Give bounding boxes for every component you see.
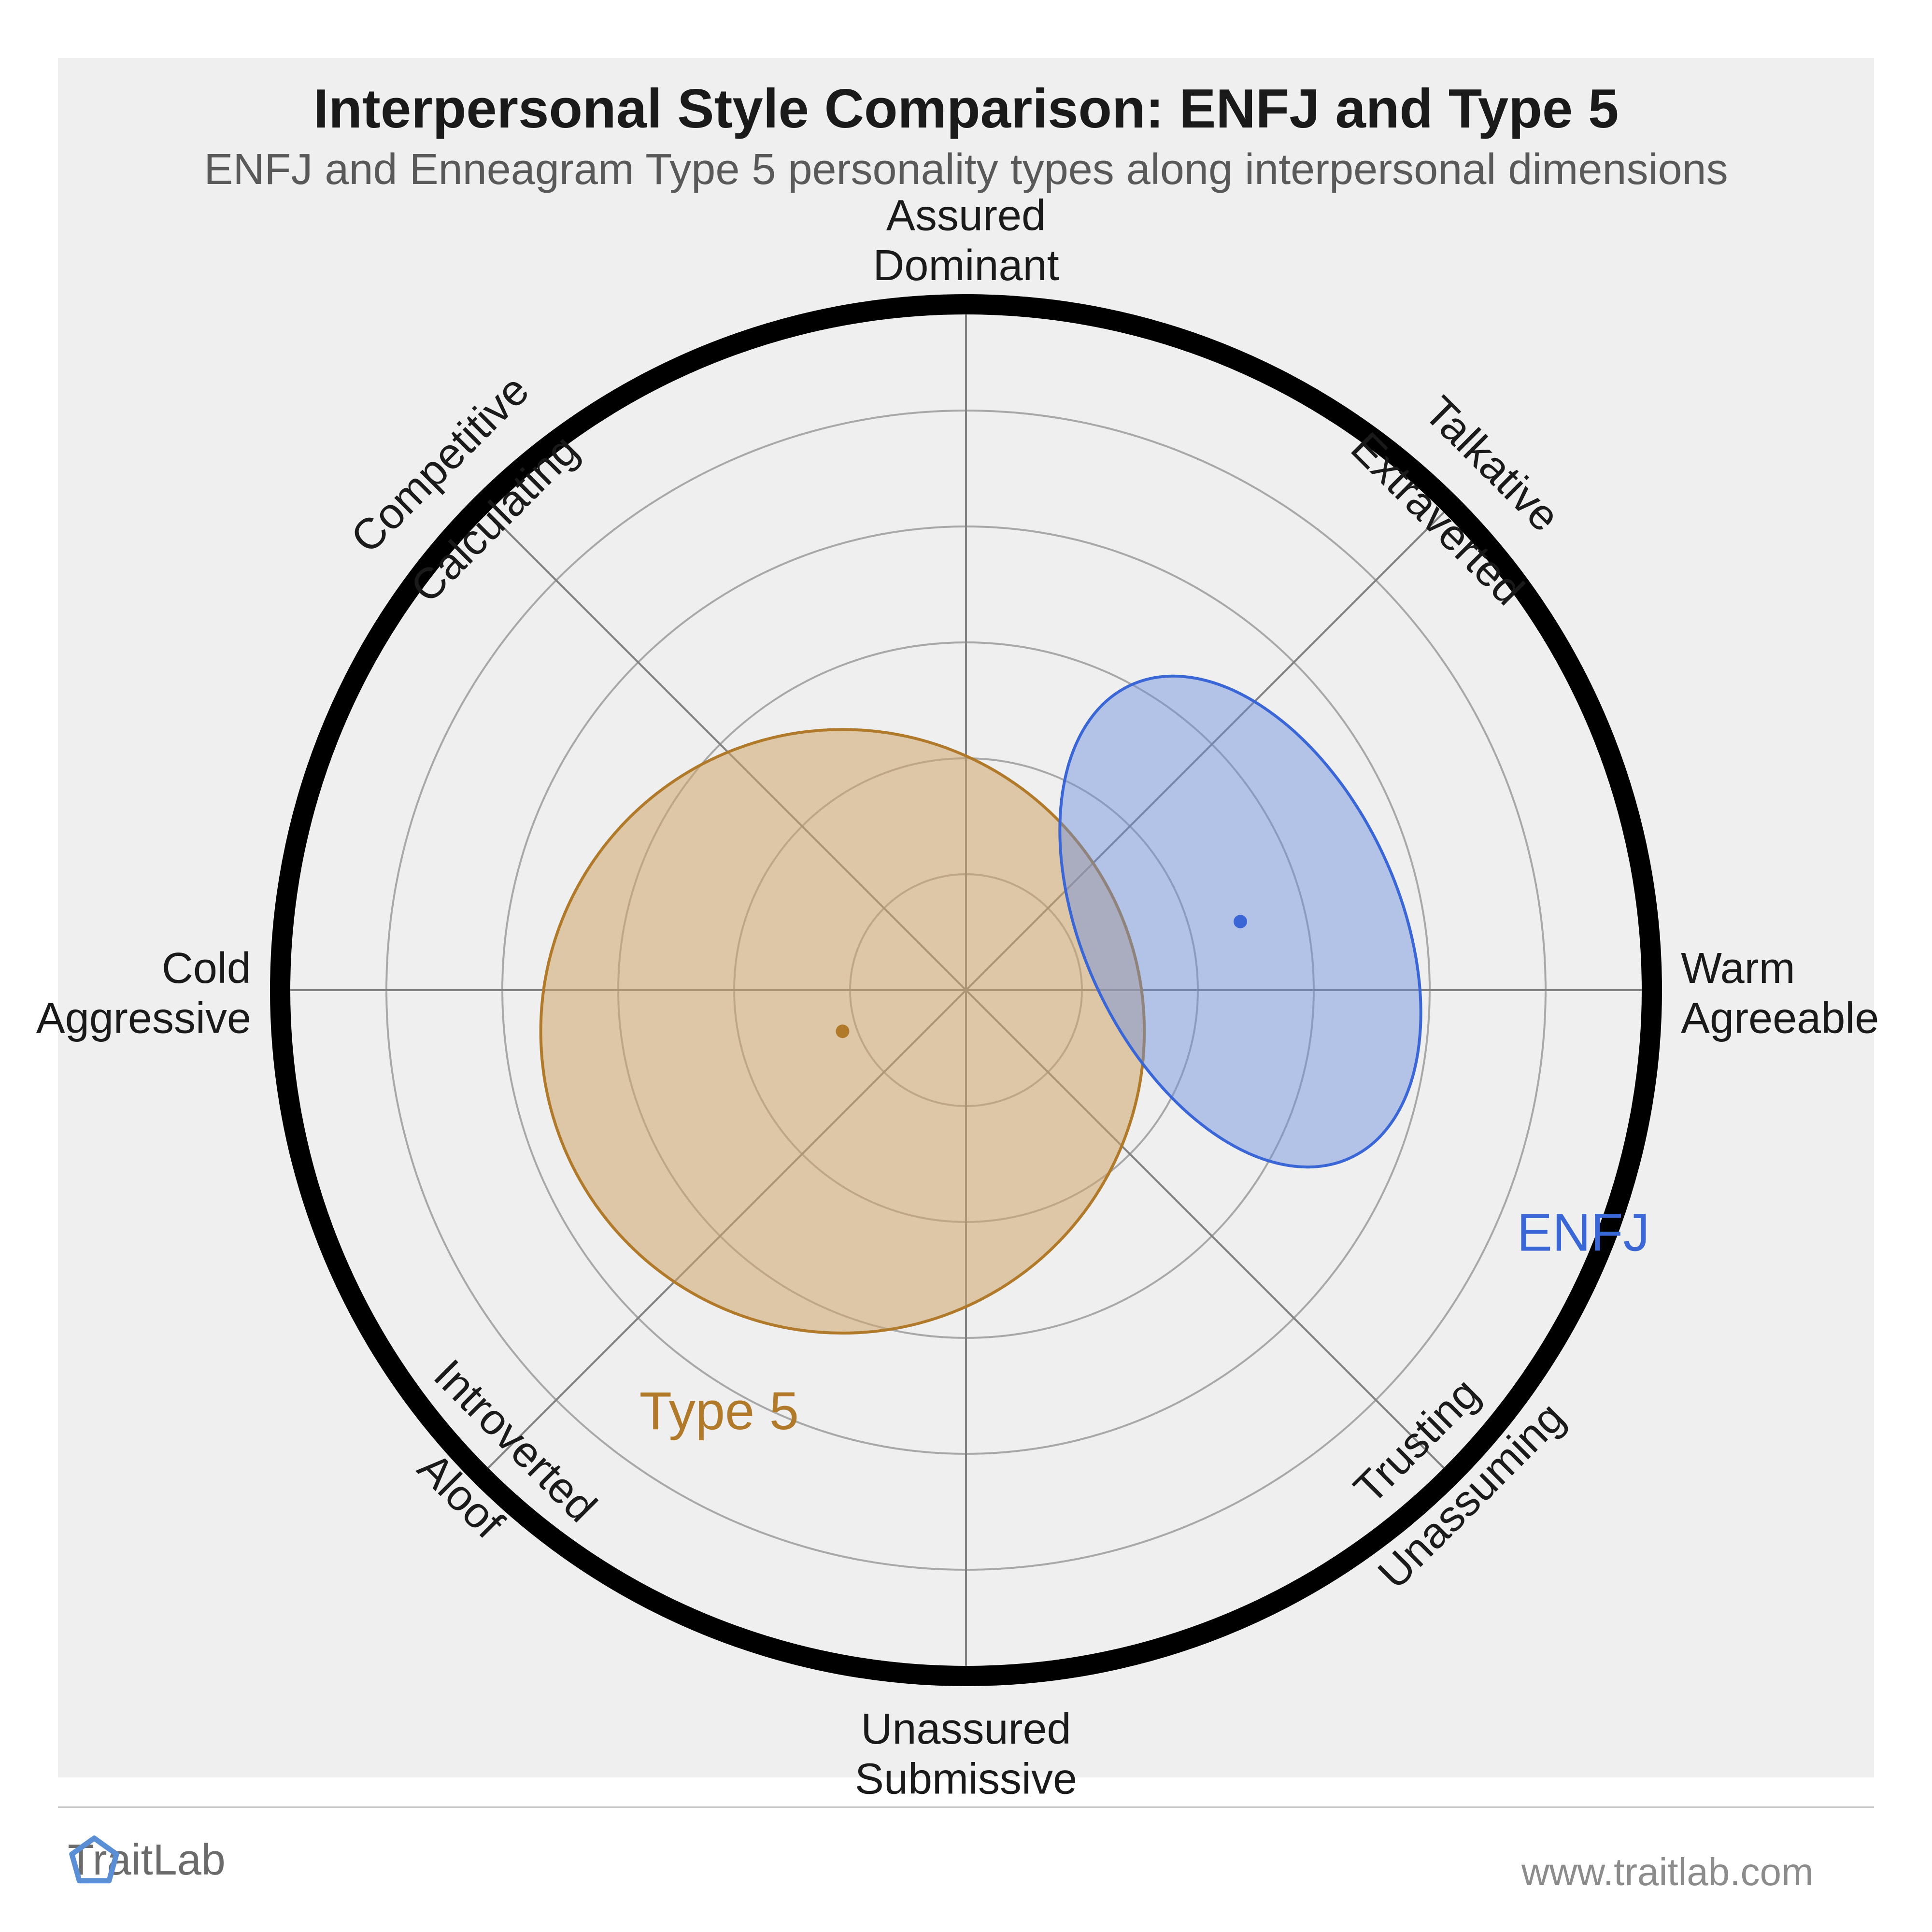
series-label-enfj: ENFJ (1517, 1203, 1650, 1263)
brand-url: www.traitlab.com (1521, 1850, 1814, 1894)
axis-label-w: Aggressive (36, 994, 251, 1043)
axis-label-e: Warm (1681, 944, 1795, 993)
series-label-type-5: Type 5 (639, 1381, 799, 1441)
page-root: Interpersonal Style Comparison: ENFJ and… (0, 0, 1932, 1932)
axis-label-n: Assured (886, 192, 1046, 240)
axis-label-w: Cold (162, 944, 251, 993)
brand-logo-icon (68, 1834, 121, 1887)
axis-label-s: Submissive (855, 1755, 1077, 1804)
axis-label-s: Unassured (861, 1705, 1071, 1753)
circumplex-chart: ENFJType 5AssuredDominantExtravertedTalk… (0, 0, 1932, 1932)
axis-label-n: Dominant (873, 242, 1059, 290)
footer-divider (58, 1806, 1874, 1808)
brand-block: TraitLab (68, 1835, 226, 1885)
axis-label-e: Agreeable (1681, 994, 1879, 1043)
